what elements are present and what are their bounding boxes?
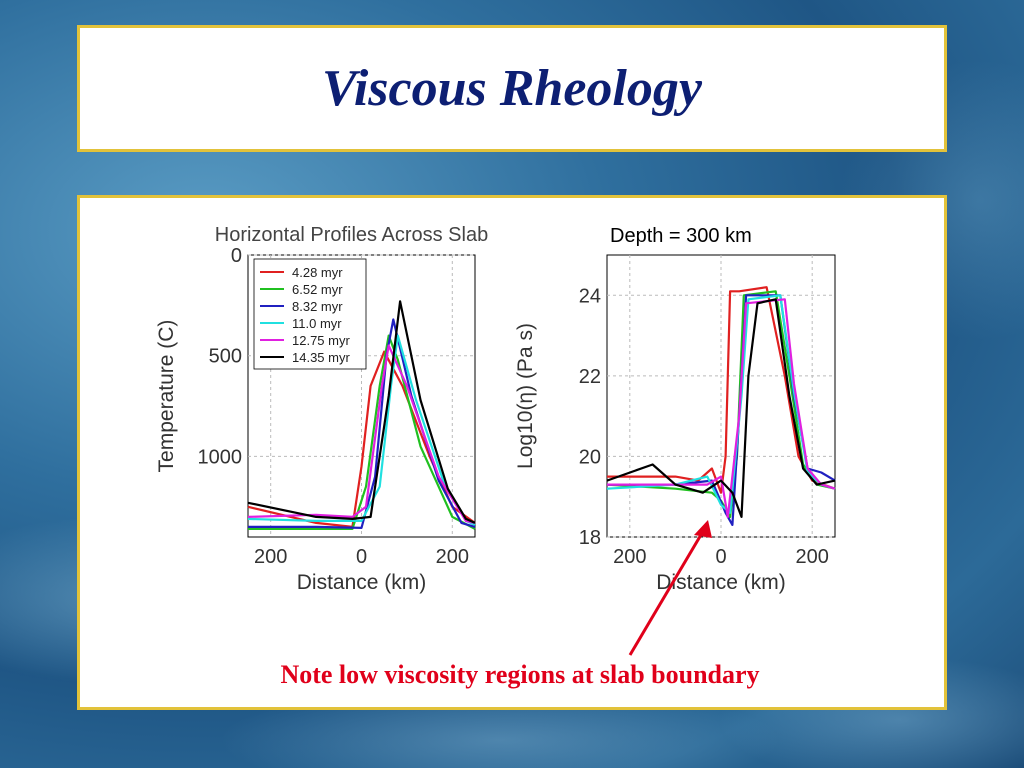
chart-title: Horizontal Profiles Across Slab: [215, 224, 488, 246]
depth-label: Depth = 300 km: [610, 225, 752, 247]
legend-label: 8.32 myr: [292, 299, 343, 314]
x-tick-label: 0: [715, 546, 726, 568]
x-tick-label: 0: [356, 546, 367, 568]
x-tick-label: 200: [613, 546, 646, 568]
title-box: Viscous Rheology: [77, 25, 947, 152]
series-line-4: [607, 298, 836, 518]
x-tick-label: 200: [436, 546, 469, 568]
y-axis-label: Temperature (C): [155, 320, 178, 473]
series-line-0: [607, 286, 836, 494]
annotation-arrowhead: [694, 520, 712, 538]
x-axis-label: Distance (km): [297, 571, 427, 594]
slide-title: Viscous Rheology: [322, 60, 702, 117]
series-line-2: [248, 318, 476, 529]
y-tick-label: 18: [579, 527, 601, 549]
y-tick-label: 0: [231, 245, 242, 267]
y-tick-label: 500: [209, 346, 242, 368]
series-line-5: [247, 300, 476, 524]
legend-label: 4.28 myr: [292, 265, 343, 280]
note-text: Note low viscosity regions at slab bound…: [280, 660, 760, 689]
legend-label: 14.35 myr: [292, 350, 350, 365]
temperature-chart: 200 0 200 0 500 1000 Distance (km) Temperature …: [155, 224, 488, 594]
viscosity-chart: 200 0 200 18 20 22 24 Distance (km) Log10(η) (Pa…: [514, 254, 836, 594]
legend-label: 6.52 myr: [292, 282, 343, 297]
x-axis-label: Distance (km): [656, 571, 786, 594]
x-tick-label: 200: [796, 546, 829, 568]
legend-label: 12.75 myr: [292, 333, 350, 348]
y-tick-label: 1000: [198, 446, 243, 468]
y-tick-label: 20: [579, 446, 601, 468]
y-tick-label: 24: [579, 285, 601, 307]
series-line-4: [247, 344, 476, 524]
series-line-5: [606, 298, 836, 518]
y-tick-label: 22: [579, 366, 601, 388]
legend-box: [253, 258, 367, 370]
y-axis-label: Log10(η) (Pa s): [514, 323, 537, 469]
annotation-arrow: [628, 527, 707, 656]
x-tick-label: 200: [254, 546, 287, 568]
series-line-1: [248, 334, 476, 530]
legend-label: 11.0 myr: [292, 316, 342, 331]
series-line-3: [606, 294, 836, 514]
